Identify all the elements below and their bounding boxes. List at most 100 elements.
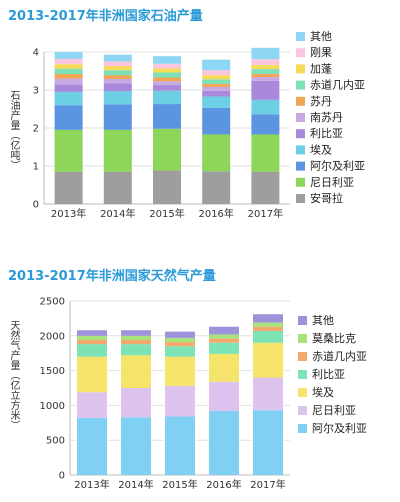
oil-legend-swatch — [296, 32, 305, 41]
gas-bar-segment — [165, 342, 195, 347]
gas-bar-segment — [253, 330, 283, 343]
gas-bar-segment — [209, 342, 239, 354]
oil-bar-segment — [202, 59, 231, 71]
oil-bar-segment — [103, 129, 132, 172]
oil-production-chart: 0 1 2 3 4 2013年 2014年 2015年 2016年 2017年 其他刚果加蓬赤道几内… — [33, 30, 365, 220]
gas-legend-label: 阿尔及利亚 — [312, 422, 367, 435]
gas-y-tick-label: 1500 — [40, 366, 65, 377]
gas-y-tick-label: 0 — [59, 471, 65, 482]
oil-x-tick-label: 2014年 — [100, 207, 135, 220]
gas-bar-segment — [165, 337, 195, 343]
oil-bar-segment — [153, 90, 181, 105]
oil-bar-segment — [251, 114, 280, 135]
gas-legend-swatch — [298, 424, 307, 433]
oil-chart-title: 2013-2017年非洲国家石油产量 — [8, 9, 203, 24]
gas-legend-swatch — [298, 334, 307, 343]
oil-x-tick-label: 2017年 — [248, 207, 283, 220]
oil-x-tick-label: 2013年 — [51, 207, 86, 220]
oil-legend-label: 埃及 — [310, 142, 332, 156]
oil-legend-label: 加蓬 — [310, 62, 332, 75]
gas-bar-segment — [77, 335, 107, 340]
gas-legend-swatch — [298, 370, 307, 379]
gas-bar-segment — [253, 342, 283, 378]
oil-bar-segment — [153, 77, 181, 82]
gas-bar-segment — [77, 339, 107, 345]
gas-bar-segment — [121, 417, 151, 475]
oil-bar-segment — [251, 64, 280, 70]
gas-x-tick-label: 2015年 — [162, 478, 197, 491]
oil-bar-segment — [202, 171, 231, 204]
oil-bar-segment — [153, 128, 181, 171]
oil-bar-segment — [153, 81, 181, 86]
gas-bar-segment — [209, 338, 239, 343]
gas-y-tick-label: 1000 — [40, 401, 65, 412]
gas-legend-label: 其他 — [312, 314, 334, 327]
oil-bar-segment — [103, 70, 132, 76]
gas-y-tick-label: 2500 — [40, 297, 65, 308]
oil-bar-segment — [202, 70, 231, 76]
gas-bar-segment — [121, 344, 151, 356]
oil-bar-segment — [54, 52, 83, 59]
oil-legend-swatch — [296, 145, 305, 155]
oil-bar-segment — [103, 66, 132, 71]
oil-bar-segment — [251, 134, 280, 172]
gas-bar-segment — [253, 410, 283, 475]
oil-legend-swatch — [296, 96, 305, 106]
oil-x-tick-label: 2015年 — [149, 207, 184, 220]
oil-bar-segment — [103, 171, 132, 204]
gas-bar-segment — [165, 331, 195, 338]
oil-bar-segment — [153, 170, 181, 204]
oil-legend-swatch — [296, 177, 305, 187]
oil-bar-segment — [202, 86, 231, 91]
oil-bar-segment — [103, 104, 132, 130]
gas-legend-swatch — [298, 316, 307, 325]
oil-bar-segment — [251, 99, 280, 115]
gas-legend-swatch — [298, 406, 307, 415]
oil-bar-segment — [54, 58, 83, 65]
oil-bar-segment — [54, 129, 83, 172]
oil-legend-label: 南苏丹 — [310, 111, 343, 124]
oil-x-tick-label: 2016年 — [198, 207, 233, 220]
oil-bar-segment — [251, 77, 280, 81]
gas-bar-segment — [253, 314, 283, 323]
gas-bar-segment — [165, 346, 195, 357]
gas-bar-segment — [77, 330, 107, 336]
oil-legend-swatch — [296, 48, 305, 58]
gas-bar-segment — [121, 330, 151, 336]
oil-y-tick-label: 4 — [33, 48, 39, 59]
oil-bar-segment — [103, 78, 132, 84]
gas-bar-segment — [77, 417, 107, 475]
oil-legend-label: 安哥拉 — [310, 191, 343, 205]
gas-bar-segment — [165, 356, 195, 386]
gas-bar-segment — [165, 385, 195, 417]
oil-bar-segment — [202, 107, 231, 135]
gas-bar-segment — [209, 334, 239, 339]
oil-legend-swatch — [296, 194, 305, 203]
oil-legend-swatch — [296, 113, 305, 122]
gas-production-chart: 0 500 1000 1500 2000 2500 2013年 2014年 2015年 2016年… — [40, 297, 367, 492]
oil-legend-label: 利比亚 — [310, 127, 343, 140]
gas-bar-segment — [253, 322, 283, 327]
oil-bar-segment — [153, 85, 181, 91]
oil-bar-segment — [103, 91, 132, 105]
gas-legend-swatch — [298, 352, 307, 361]
oil-bar-segment — [54, 78, 83, 85]
oil-legend-swatch — [296, 161, 305, 171]
oil-y-tick-label: 3 — [33, 86, 39, 97]
gas-legend-label: 埃及 — [312, 385, 334, 399]
oil-bar-segment — [54, 68, 83, 75]
oil-legend-swatch — [296, 80, 305, 90]
gas-bar-segment — [77, 344, 107, 357]
oil-bar-segment — [54, 91, 83, 106]
oil-bar-segment — [251, 69, 280, 75]
gas-y-tick-label: 500 — [46, 436, 65, 447]
oil-y-tick-label: 1 — [33, 162, 39, 173]
gas-y-tick-label: 2000 — [40, 331, 65, 342]
gas-bar-segment — [253, 377, 283, 411]
oil-legend-swatch — [296, 129, 305, 139]
oil-bar-segment — [54, 74, 83, 79]
oil-legend-label: 苏丹 — [310, 95, 332, 108]
oil-legend-label: 尼日利亚 — [310, 176, 354, 189]
gas-chart-title: 2013-2017年非洲国家天然气产量 — [8, 269, 216, 284]
oil-legend-label: 其他 — [310, 30, 332, 43]
